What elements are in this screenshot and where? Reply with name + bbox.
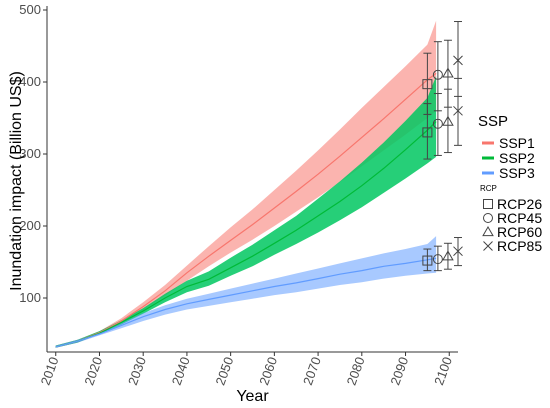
ssp2-rcp85-point [453,105,463,116]
rcp-legend-title: RCP [480,184,497,193]
x-tick-label-2060: 2060 [256,355,280,387]
x-tick-label-2040: 2040 [169,355,193,387]
y-axis-title: Inundation impact (Billion US$) [8,71,25,291]
y-tick-label-400: 400 [19,74,41,89]
y-tick-label-200: 200 [19,218,41,233]
y-tick-label-500: 500 [19,2,41,17]
x-tick-label-2010: 2010 [38,355,62,387]
ssp3-rcp85-point [453,246,463,257]
ssp2-rcp26-point [422,127,433,138]
x-tick-label-2070: 2070 [300,355,324,387]
legend-rcp60-label: RCP60 [497,224,542,240]
axes: 100 200 300 400 500 2010 2020 2030 2040 2050 2060 2… [19,2,458,387]
ssp1-rcp85-point [453,55,463,66]
ssp1-rcp60-point [442,67,454,78]
ssp3-rcp45-point [432,254,443,265]
legend-rcp45-label: RCP45 [497,210,542,226]
x-tick-label-2020: 2020 [81,355,105,387]
legend-rcp26-label: RCP26 [497,196,542,212]
legend-rcp45-key [483,213,493,223]
legend-rcp85-key [483,241,493,251]
ssp2-rcp45-point [432,118,443,129]
legend-rcp85-label: RCP85 [497,238,542,254]
legend-rcp26-key [483,199,493,209]
ssp1-rcp26-point [422,79,433,90]
ssp-legend-title: SSP [478,113,508,130]
ssp3-rcp26-point [422,255,433,266]
ssp1-line [55,72,437,348]
x-tick-label-2050: 2050 [212,355,236,387]
uncertainty-bands [55,20,437,348]
legend-ssp2-label: SSP2 [499,150,535,166]
legend-ssp1-label: SSP1 [499,135,535,151]
rcp-markers [422,21,463,272]
ssp3-line [55,257,437,348]
ssp3-rcp60-point [442,250,454,261]
legend-rcp60-key [482,226,494,237]
x-axis-title: Year [236,388,269,405]
y-tick-label-300: 300 [19,146,41,161]
legend-ssp3-label: SSP3 [499,165,535,181]
x-tick-label-2090: 2090 [387,355,411,387]
ssp2-line [55,121,437,348]
ssp2-rcp60-point [442,115,454,126]
ssp1-rcp45-point [432,69,443,80]
x-tick-label-2100: 2100 [431,355,455,387]
x-tick-label-2080: 2080 [344,355,368,387]
y-tick-label-100: 100 [19,290,41,305]
x-tick-label-2030: 2030 [125,355,149,387]
series-lines [55,72,437,348]
